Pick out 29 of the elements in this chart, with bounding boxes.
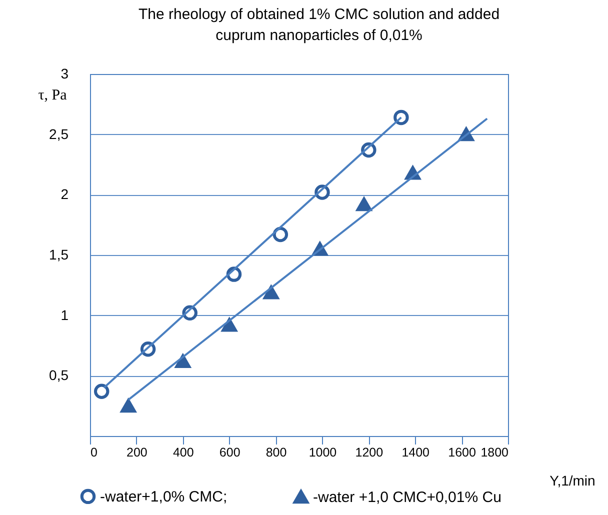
point [120, 399, 136, 413]
chart-title: The rheology of obtained 1% CMC solution and added cuprum nanoparticles of 0,01% [138, 6, 500, 44]
y-tick-label: 0,5 [49, 367, 69, 384]
point [175, 354, 191, 368]
x-tick-label: 0 [90, 446, 98, 460]
legend-label: -water +1,0 CMC+0,01% Cu [313, 488, 502, 506]
x-tick-label: 1200 [355, 446, 384, 460]
x-tick-label: 600 [219, 446, 240, 460]
x-tick-label: 200 [126, 446, 148, 460]
y-axis-title: τ, Pa [38, 88, 68, 104]
y-tick-label: 2 [60, 186, 69, 202]
y-tick-label: 1 [60, 306, 69, 323]
point [394, 110, 409, 126]
y-tick-label: 2,5 [49, 126, 69, 142]
point [94, 384, 110, 399]
x-tick-label: 1600 [448, 446, 476, 460]
x-tick-label: 1400 [402, 446, 430, 460]
legend-label: -water+1,0% CMC; [100, 488, 228, 506]
x-tick-label: 1800 [480, 446, 509, 460]
point [264, 286, 279, 300]
x-tick-label: 1000 [308, 446, 337, 460]
x-tick-label: 800 [266, 446, 287, 460]
y-tick-label: 1,5 [49, 246, 69, 262]
point [356, 198, 372, 212]
x-tick-label: 400 [172, 446, 194, 460]
x-axis-title: Y,1/min [550, 472, 596, 488]
point [222, 318, 237, 332]
y-tick-label: 3 [60, 66, 69, 82]
point [272, 226, 288, 242]
